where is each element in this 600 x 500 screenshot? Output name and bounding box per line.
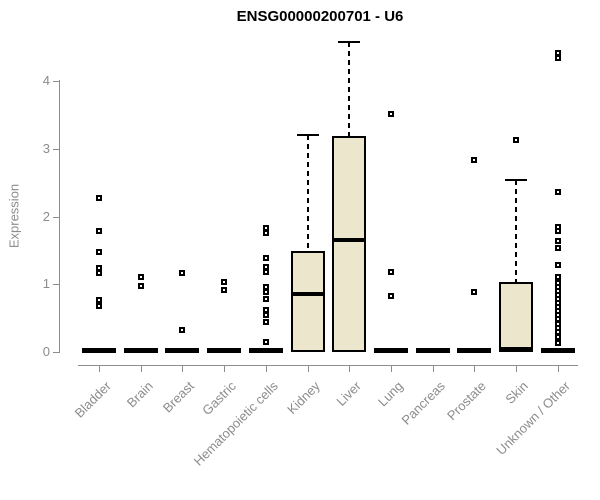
x-tick <box>557 366 559 372</box>
y-axis-line <box>59 80 60 353</box>
outlier-unknown-other-8 <box>554 273 561 280</box>
outlier-unknown-other-4 <box>554 227 561 234</box>
median-pancreas <box>415 348 450 353</box>
outlier-lung-0 <box>388 111 395 118</box>
y-tick <box>53 284 59 286</box>
outlier-hematopoietic-cells-3 <box>262 263 269 270</box>
outlier-bladder-1 <box>96 227 102 234</box>
median-bladder <box>82 348 116 353</box>
outlier-unknown-other-7 <box>554 262 561 269</box>
outlier-brain-0 <box>137 273 144 280</box>
box-liver <box>332 136 367 352</box>
outlier-unknown-other-23 <box>554 340 561 347</box>
whisker-liver <box>348 41 351 138</box>
x-tick <box>224 366 226 372</box>
y-tick-label: 3 <box>42 140 50 156</box>
x-tick <box>140 366 142 372</box>
outlier-lung-2 <box>388 293 395 300</box>
outlier-unknown-other-6 <box>554 245 561 252</box>
x-tick <box>349 366 351 372</box>
x-tick <box>265 366 267 372</box>
outlier-skin-0 <box>513 136 520 143</box>
outlier-hematopoietic-cells-2 <box>262 254 269 261</box>
median-kidney <box>290 292 325 297</box>
box-skin <box>499 281 534 353</box>
y-tick <box>53 81 59 82</box>
median-skin <box>499 347 534 352</box>
chart-title: ENSG00000200701 - U6 <box>236 8 404 25</box>
x-tick <box>391 366 393 372</box>
outlier-bladder-2 <box>96 248 102 255</box>
x-tick <box>474 366 476 372</box>
outlier-gastric-0 <box>221 278 228 285</box>
outlier-hematopoietic-cells-9 <box>262 311 269 318</box>
outlier-unknown-other-22 <box>554 334 561 341</box>
whisker-cap-liver <box>338 40 361 43</box>
outlier-breast-0 <box>179 269 186 276</box>
x-tick <box>182 366 184 372</box>
outlier-hematopoietic-cells-11 <box>262 338 269 345</box>
y-tick-label: 4 <box>42 73 50 88</box>
outlier-prostate-0 <box>471 157 478 164</box>
median-prostate <box>457 348 492 353</box>
outlier-bladder-6 <box>96 302 102 309</box>
outlier-hematopoietic-cells-6 <box>262 289 269 296</box>
y-tick <box>53 216 59 218</box>
outlier-bladder-4 <box>96 269 102 276</box>
median-liver <box>332 238 367 243</box>
whisker-cap-skin <box>505 178 528 181</box>
outlier-unknown-other-5 <box>554 237 561 244</box>
x-tick <box>516 366 518 372</box>
whisker-skin <box>515 179 518 283</box>
median-breast <box>165 348 200 353</box>
outlier-unknown-other-2 <box>554 189 561 196</box>
median-lung <box>374 348 409 353</box>
whisker-kidney <box>306 135 309 252</box>
outlier-prostate-1 <box>471 289 478 296</box>
median-gastric <box>207 348 242 353</box>
outlier-unknown-other-1 <box>554 54 561 61</box>
y-tick-label: 1 <box>42 276 50 292</box>
outlier-lung-1 <box>388 269 395 276</box>
outlier-unknown-other-21 <box>554 328 561 335</box>
x-axis-line <box>78 365 578 366</box>
outlier-brain-1 <box>137 283 144 290</box>
x-tick <box>99 366 100 372</box>
x-tick <box>307 366 309 372</box>
median-hematopoietic-cells <box>248 348 283 353</box>
outlier-hematopoietic-cells-1 <box>262 229 269 236</box>
whisker-cap-kidney <box>296 134 319 137</box>
outlier-breast-1 <box>179 326 186 333</box>
y-tick-label: 2 <box>42 208 50 224</box>
outlier-bladder-5 <box>96 296 102 303</box>
outlier-hematopoietic-cells-10 <box>262 318 269 325</box>
outlier-bladder-0 <box>96 195 102 202</box>
median-unknown-other <box>540 348 575 353</box>
y-tick <box>53 352 59 353</box>
outlier-gastric-1 <box>221 287 228 294</box>
outlier-hematopoietic-cells-5 <box>262 283 269 290</box>
x-tick <box>432 366 434 372</box>
box-kidney <box>290 250 325 353</box>
y-tick <box>53 148 59 150</box>
median-brain <box>123 348 158 353</box>
outlier-hematopoietic-cells-7 <box>262 296 269 303</box>
y-axis-title: Expression <box>6 183 22 249</box>
y-tick-label: 0 <box>42 344 50 359</box>
outlier-hematopoietic-cells-4 <box>262 269 269 276</box>
